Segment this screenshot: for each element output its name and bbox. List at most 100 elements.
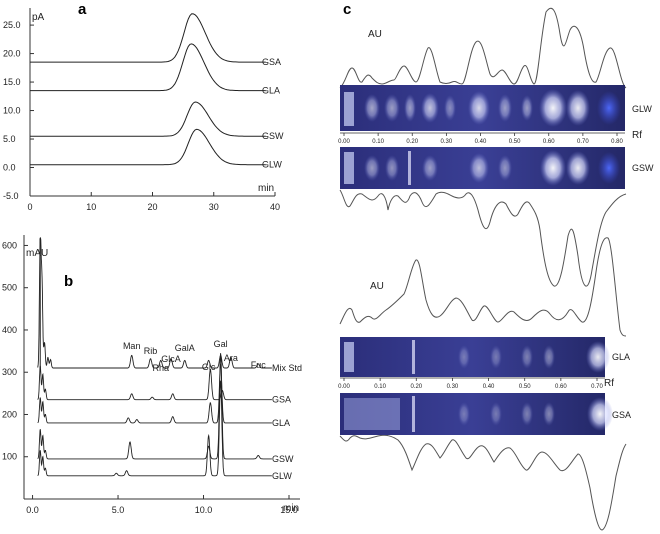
panel-c-ylabel-top: AU bbox=[368, 29, 382, 40]
rf-tick-label: 0.00 bbox=[338, 384, 350, 390]
densitogram-gsa bbox=[339, 434, 627, 531]
panel-b-series-label-gla: GLA bbox=[272, 418, 290, 428]
tlc-plate-gsa bbox=[340, 393, 613, 435]
rf-tick-label: 0.30 bbox=[441, 139, 453, 145]
panel-a-xtick-label: 20 bbox=[147, 202, 157, 212]
rf-tick-label: 0.80 bbox=[611, 139, 623, 145]
panel-a-ytick-label: 0.0 bbox=[3, 163, 16, 173]
panel-b-ytick-label: 200 bbox=[2, 409, 17, 419]
panel-c: c AU AU GLW 0.00 0.10 0.20 0.30 0.40 0.50 0 bbox=[338, 1, 654, 531]
panel-a-series-label-gla: GLA bbox=[262, 86, 280, 96]
panel-b-trace-gsa bbox=[37, 365, 272, 401]
panel-b-ytick-label: 500 bbox=[2, 283, 17, 293]
panel-b-xtick-label: 10.0 bbox=[195, 505, 213, 515]
panel-a-series-names: GSA GLA GSW GLW bbox=[262, 57, 284, 170]
rf-tick-label: 0.50 bbox=[509, 139, 521, 145]
rf-tick-label: 0.70 bbox=[591, 384, 603, 390]
panel-b-series-label-gsa: GSA bbox=[272, 395, 291, 405]
panel-b-ylabel: mAU bbox=[26, 248, 48, 259]
tlc-lane-label-glw: GLW bbox=[632, 104, 652, 114]
panel-b-xtick-label: 5.0 bbox=[112, 505, 125, 515]
panel-a-ylabel: pA bbox=[32, 12, 45, 23]
panel-b-series-label-glw: GLW bbox=[272, 471, 292, 481]
rf-tick-label: 0.60 bbox=[543, 139, 555, 145]
panel-b-series-names: Mix Std GSA GLA GSW GLW bbox=[272, 363, 302, 481]
panel-a-ytick-label: 25.0 bbox=[3, 20, 21, 30]
densitogram-glw bbox=[339, 7, 627, 89]
panel-a-xtick-label: 10 bbox=[86, 202, 96, 212]
panel-b-ytick-label: 400 bbox=[2, 325, 17, 335]
panel-c-letter: c bbox=[343, 1, 351, 18]
panel-a-series-label-gsa: GSA bbox=[262, 57, 281, 67]
panel-a-y-ticks: -5.0 0.0 5.0 10.0 15.0 20.0 25.0 bbox=[3, 20, 34, 201]
rf-tick-label: 0.70 bbox=[577, 139, 589, 145]
peak-label-fuc: Fuc bbox=[251, 360, 267, 370]
rf-ruler-bottom-ticks: 0.00 0.10 0.20 0.30 0.40 0.50 0.60 0.70 bbox=[338, 378, 603, 390]
rf-tick-label: 0.50 bbox=[519, 384, 531, 390]
panel-a-ytick-label: -5.0 bbox=[3, 191, 19, 201]
peak-label-ara: Ara bbox=[224, 353, 238, 363]
panel-a-trace-gla bbox=[30, 43, 266, 92]
rf-tick-label: 0.20 bbox=[410, 384, 422, 390]
peak-label-gal: Gal bbox=[214, 339, 228, 349]
rf-tick-label: 0.40 bbox=[483, 384, 495, 390]
rf-tick-label: 0.10 bbox=[372, 139, 384, 145]
tlc-lane-label-gsa: GSA bbox=[612, 410, 631, 420]
panel-b-xtick-label: 15.0 bbox=[280, 505, 298, 515]
panel-b-traces bbox=[37, 237, 272, 477]
panel-a-xtick-label: 0 bbox=[27, 202, 32, 212]
rf-tick-label: 0.40 bbox=[475, 139, 487, 145]
panel-b-xlabel: min bbox=[283, 503, 299, 514]
rf-tick-label: 0.60 bbox=[555, 384, 567, 390]
peak-label-man: Man bbox=[123, 341, 141, 351]
panel-a-traces bbox=[30, 13, 266, 166]
peak-label-glca: GlcA bbox=[161, 354, 181, 364]
panel-b-ytick-label: 100 bbox=[2, 452, 17, 462]
panel-c-ylabel-bottom: AU bbox=[370, 281, 384, 292]
panel-a-trace-gsw bbox=[30, 101, 266, 137]
panel-b-series-label-gsw: GSW bbox=[272, 454, 294, 464]
densitogram-gsw bbox=[339, 189, 627, 287]
peak-label-glc: Glc bbox=[202, 362, 216, 372]
panel-b-trace-gsw bbox=[37, 353, 272, 460]
rf-tick-label: 0.00 bbox=[338, 139, 350, 145]
panel-a-trace-gsa bbox=[30, 13, 266, 63]
tlc-lane-label-gla: GLA bbox=[612, 352, 630, 362]
panel-b-series-label-mix-std: Mix Std bbox=[272, 363, 302, 373]
rf-tick-label: 0.20 bbox=[406, 139, 418, 145]
peak-label-rha: Rha bbox=[153, 363, 170, 373]
rf-label-top: Rf bbox=[632, 130, 642, 141]
rf-label-bottom: Rf bbox=[604, 378, 614, 389]
rf-tick-label: 0.10 bbox=[374, 384, 386, 390]
panel-b-ytick-label: 600 bbox=[2, 240, 17, 250]
panel-a-xtick-label: 40 bbox=[270, 202, 280, 212]
panel-a-series-label-gsw: GSW bbox=[262, 131, 284, 141]
densitogram-gla bbox=[339, 237, 627, 337]
panel-a-x-ticks: 0 10 20 30 40 bbox=[27, 192, 280, 212]
panel-b-trace-gla bbox=[37, 363, 272, 424]
panel-a-letter: a bbox=[78, 1, 87, 18]
panel-a-xlabel: min bbox=[258, 183, 274, 194]
peak-label-rib: Rib bbox=[144, 346, 158, 356]
rf-tick-label: 0.30 bbox=[447, 384, 459, 390]
tlc-lane-label-gsw: GSW bbox=[632, 163, 654, 173]
panel-a-ytick-label: 15.0 bbox=[3, 77, 21, 87]
panel-a-ytick-label: 20.0 bbox=[3, 49, 21, 59]
panel-b-ytick-label: 300 bbox=[2, 367, 17, 377]
panel-b-xtick-label: 0.0 bbox=[26, 505, 39, 515]
rf-ruler-top-ticks: 0.00 0.10 0.20 0.30 0.40 0.50 0.60 0.70 0.80 bbox=[338, 133, 623, 145]
panel-a-ytick-label: 10.0 bbox=[3, 106, 21, 116]
panel-b-letter: b bbox=[64, 273, 73, 290]
panel-b-trace-mix-std bbox=[37, 237, 272, 369]
panel-b-trace-glw bbox=[37, 380, 272, 477]
panel-a: a pA -5.0 0.0 5.0 10.0 15.0 20.0 25.0 0 10 20 30 4… bbox=[3, 1, 284, 212]
tlc-plate-gla bbox=[340, 337, 610, 377]
tlc-plate-gsw bbox=[340, 147, 625, 189]
panel-b-x-ticks: 0.0 5.0 10.0 15.0 bbox=[26, 495, 298, 515]
panel-a-trace-glw bbox=[30, 128, 266, 166]
panel-a-xtick-label: 30 bbox=[209, 202, 219, 212]
peak-label-gala: GalA bbox=[175, 343, 195, 353]
